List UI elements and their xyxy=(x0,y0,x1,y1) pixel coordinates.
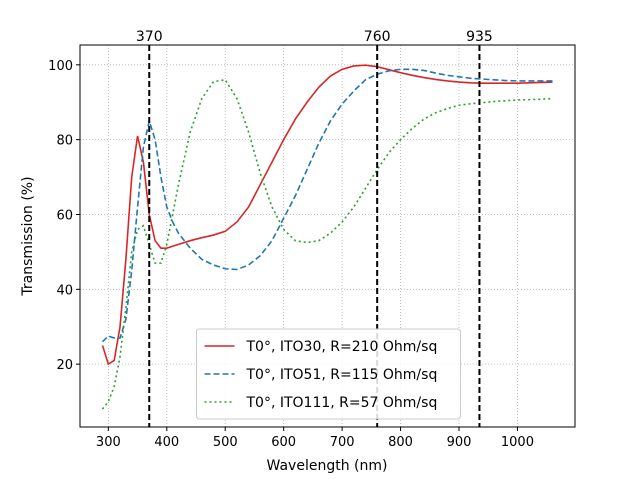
vline-label: 935 xyxy=(466,29,493,45)
y-tick-label: 60 xyxy=(56,208,73,223)
x-tick-label: 400 xyxy=(154,435,179,450)
y-tick-label: 80 xyxy=(56,134,73,149)
y-tick-label: 20 xyxy=(56,358,73,373)
y-tick-label: 100 xyxy=(48,59,73,74)
x-tick-label: 800 xyxy=(388,435,413,450)
x-tick-label: 300 xyxy=(96,435,121,450)
vline-label: 760 xyxy=(364,29,391,45)
x-axis-label: Wavelength (nm) xyxy=(267,458,388,474)
legend-label: T0°, ITO111, R=57 Ohm/sq xyxy=(246,395,438,411)
series-line xyxy=(101,64,553,366)
series-line xyxy=(101,78,553,410)
vline-label: 370 xyxy=(136,29,163,45)
x-tick-label: 900 xyxy=(447,435,472,450)
legend-label: T0°, ITO30, R=210 Ohm/sq xyxy=(246,339,438,355)
plot-frame xyxy=(79,44,576,428)
y-tick-label: 40 xyxy=(56,283,73,298)
x-tick-label: 500 xyxy=(213,435,238,450)
legend-label: T0°, ITO51, R=115 Ohm/sq xyxy=(246,367,438,383)
x-tick-label: 700 xyxy=(330,435,355,450)
x-tick-label: 1000 xyxy=(501,435,534,450)
series-line xyxy=(101,68,553,343)
legend-box xyxy=(196,328,461,420)
y-axis-label: Transmission (%) xyxy=(20,176,36,296)
x-tick-label: 600 xyxy=(271,435,296,450)
